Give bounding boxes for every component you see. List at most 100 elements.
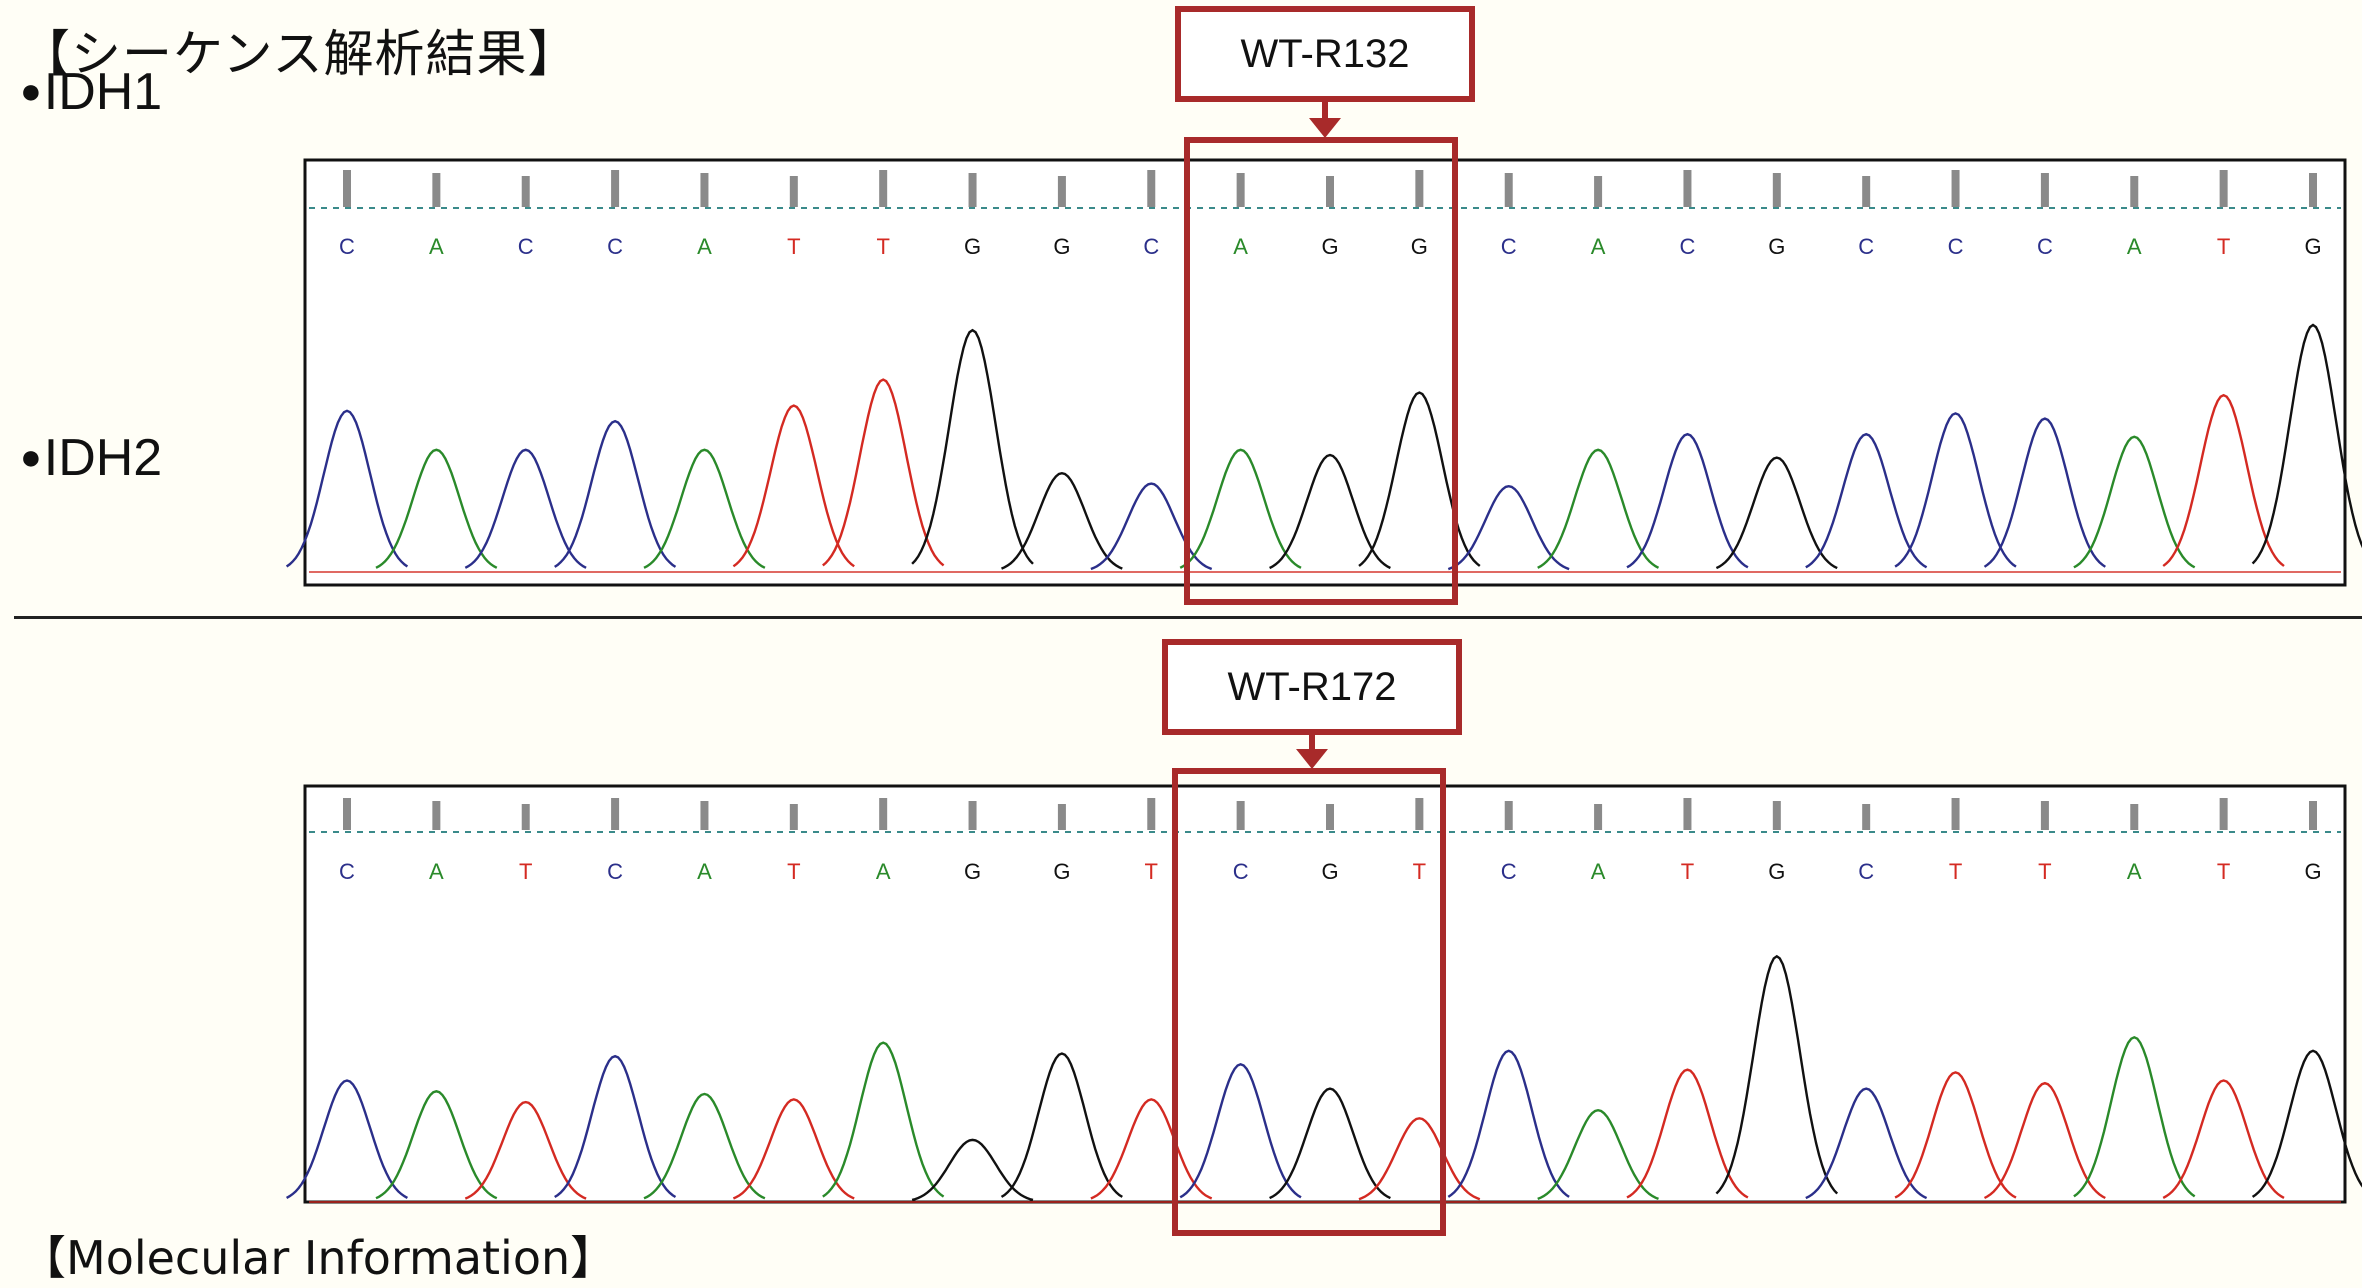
trace-peak-A [643,448,766,569]
base-call-G: G [2304,234,2321,259]
quality-bar [432,173,441,207]
quality-bar [1415,798,1424,830]
base-call-A: A [697,234,712,259]
base-call-C: C [518,234,534,259]
base-call-G: G [1053,234,1070,259]
trace-peak-A [375,1090,498,1200]
trace-peak-A [375,448,498,569]
base-call-G: G [1768,234,1785,259]
trace-peak-C [1179,1063,1302,1199]
base-call-G: G [1321,234,1338,259]
quality-bar [2219,798,2228,830]
trace-peak-C [554,419,677,568]
trace-peak-A [1179,448,1302,569]
trace-peak-C [1805,432,1928,569]
trace-peak-G [911,328,1034,565]
quality-bar [1147,170,1156,207]
trace-peak-G [911,1138,1034,1202]
trace-peak-C [554,1054,677,1199]
quality-bar [1057,804,1066,830]
quality-bar [2309,173,2317,207]
trace-peak-G [2251,323,2362,565]
base-call-T: T [2038,859,2051,884]
base-call-T: T [1413,859,1426,884]
quality-bar [343,170,351,207]
quality-bar [2040,173,2049,207]
trace-peak-T [1894,1071,2017,1199]
base-call-C: C [1501,859,1517,884]
quality-bar [1147,798,1156,830]
quality-bar [1862,176,1871,207]
quality-bar [968,801,977,830]
section-label-molecular: 【Molecular Information】 [20,1231,617,1285]
base-call-A: A [2127,859,2142,884]
quality-bar [1951,170,1960,207]
quality-bar [2130,804,2139,830]
quality-bar [1504,173,1513,207]
quality-bar [2130,176,2139,207]
gene-name: IDH2 [43,429,163,487]
base-call-C: C [2037,234,2053,259]
gene-name: IDH1 [43,63,163,121]
page-title: 【シーケンス解析結果】 [20,25,579,83]
trace-peak-C [286,1079,408,1199]
base-call-A: A [429,234,444,259]
quality-bar [343,798,351,830]
base-call-C: C [607,859,623,884]
base-call-G: G [1321,859,1338,884]
trace-peak-A [1537,1108,1659,1201]
base-call-T: T [2217,234,2230,259]
base-call-C: C [1143,234,1159,259]
chromatogram-frame [303,158,2347,587]
trace-peak-T [732,1098,855,1200]
base-call-G: G [964,234,981,259]
quality-bar [968,173,977,207]
quality-bar [611,798,620,830]
base-call-T: T [787,859,800,884]
quality-bar [1772,801,1781,830]
base-call-A: A [1233,234,1248,259]
trace-peak-C [1805,1087,1928,1200]
quality-bar [879,798,888,830]
trace-peak-A [2073,1035,2196,1198]
trace-peak-G [1269,453,1391,570]
quality-bar [1683,170,1692,207]
quality-bar [1236,801,1245,830]
trace-peak-T [1358,1117,1481,1201]
callout-arrow-head [1309,118,1341,138]
section-divider [14,616,2362,619]
trace-peak-C [1626,432,1749,569]
trace-peak-G [1715,954,1839,1195]
quality-bar [1326,176,1334,207]
base-call-G: G [1053,859,1070,884]
quality-bar [1951,798,1960,830]
trace-peak-G [1269,1087,1391,1200]
quality-bar [2309,801,2317,830]
trace-peak-G [2251,1049,2362,1198]
trace-peak-A [643,1092,766,1200]
callout-wt-r132: WT-R132 [1175,6,1475,102]
trace-peak-A [1537,448,1660,569]
trace-peak-C [1090,482,1213,571]
callout-wt-r172: WT-R172 [1162,639,1462,735]
quality-bar [1772,173,1781,207]
trace-peak-T [2162,1079,2285,1199]
quality-bar [1594,804,1603,830]
codon-highlight-box [1184,137,1458,605]
trace-peak-T [464,1100,587,1200]
base-call-A: A [1591,234,1606,259]
base-call-C: C [1501,234,1517,259]
base-call-A: A [2127,234,2142,259]
base-call-T: T [787,234,800,259]
gene-label-idh1: ●IDH1 [20,63,163,121]
quality-bar [1504,801,1513,830]
trace-peak-G [1000,1052,1123,1198]
base-call-G: G [1411,234,1428,259]
codon-highlight-box [1172,768,1446,1236]
base-call-A: A [876,859,891,884]
chromatogram-canvas: C A C C A T T G G C A G G C A C G C C C A T G C A T C A T A G G T C G T C A T… [285,102,2362,1236]
quality-bar [1415,170,1424,207]
trace-peak-G [1358,391,1481,567]
base-call-T: T [876,234,889,259]
trace-peak-C [1983,417,2106,568]
